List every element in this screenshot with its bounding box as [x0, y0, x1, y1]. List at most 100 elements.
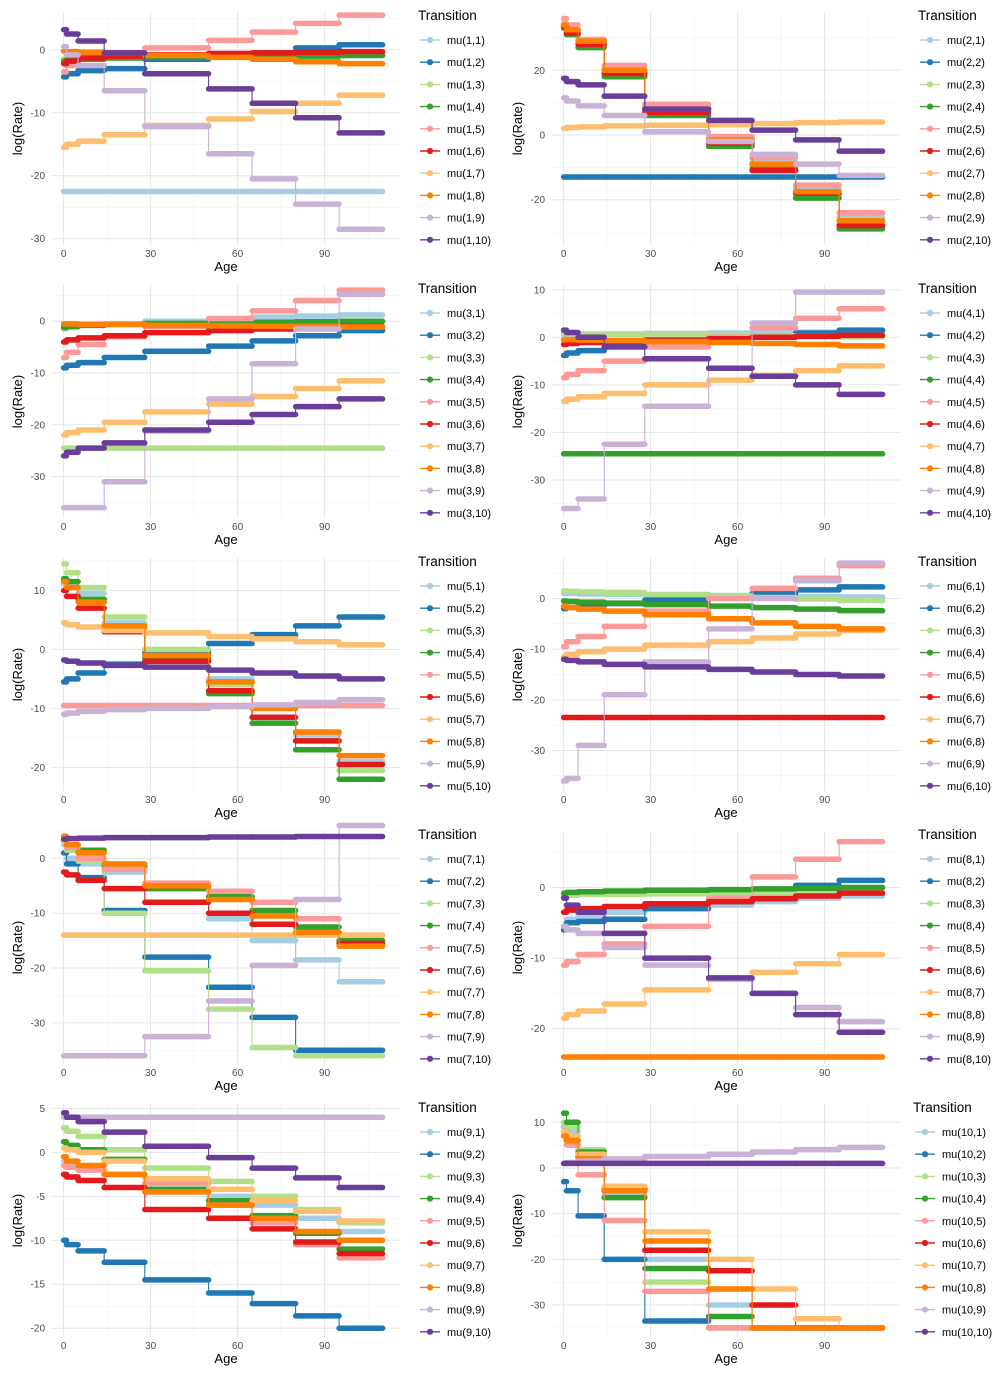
- legend-label: mu(8,3): [947, 898, 985, 910]
- legend-key-dot: [426, 147, 434, 155]
- legend-label: mu(4,2): [947, 330, 985, 342]
- major-gridlines: [552, 285, 900, 518]
- x-tick-label: 0: [61, 1341, 67, 1352]
- y-tick-label: -10: [531, 954, 546, 965]
- x-axis-title: Age: [714, 259, 737, 274]
- legend-label: mu(5,3): [447, 625, 485, 637]
- x-tick-label: 30: [145, 1341, 157, 1352]
- series-mu(7,10): [60, 833, 386, 842]
- legend-label: mu(2,6): [947, 146, 985, 158]
- minor-gridlines: [552, 831, 900, 1065]
- legend-key-dot: [926, 465, 934, 472]
- legend-key-dot: [921, 1328, 929, 1335]
- legend-label: mu(10,4): [942, 1194, 986, 1206]
- x-axis-title: Age: [214, 259, 237, 274]
- legend-key-dot: [426, 944, 434, 951]
- legend-label: mu(7,5): [447, 943, 485, 955]
- legend-label: mu(2,4): [947, 102, 985, 114]
- y-tick-label: -10: [531, 1209, 546, 1220]
- y-tick-label: -10: [31, 1236, 46, 1247]
- series-mu(3,8): [60, 321, 386, 330]
- legend-label: mu(10,9): [942, 1305, 986, 1317]
- panel-5: 0 30 60 90 -20 -10 0 10 Age log(Rate) Transition mu…: [10, 554, 491, 820]
- legend-label: mu(2,8): [947, 190, 985, 202]
- legend-key-dot: [926, 649, 934, 656]
- legend-key-dot: [426, 738, 434, 745]
- x-tick-label: 30: [145, 249, 157, 260]
- series-mu(8,5): [560, 838, 886, 968]
- x-tick-label: 30: [145, 795, 157, 806]
- legend-label: mu(3,2): [447, 330, 485, 342]
- y-tick-label: 20: [534, 66, 546, 77]
- legend-key-dot: [921, 1284, 929, 1291]
- series-mu(4,8): [560, 336, 886, 349]
- x-tick-label: 60: [732, 522, 744, 533]
- series-mu(3,7): [60, 378, 386, 438]
- legend: Transition mu(2,1) mu(2,2) mu(2,3) mu(2,4) mu…: [918, 8, 991, 247]
- legend-label: mu(5,2): [447, 603, 485, 615]
- y-tick-label: -20: [531, 695, 546, 706]
- legend-label: mu(4,8): [947, 463, 985, 475]
- legend: Transition mu(4,1) mu(4,2) mu(4,3) mu(4,4) mu…: [918, 281, 991, 520]
- series-mu(8,9): [560, 923, 886, 1025]
- legend-label: mu(6,9): [947, 759, 985, 771]
- legend-key-dot: [426, 170, 434, 177]
- legend-label: mu(10,6): [942, 1238, 986, 1250]
- legend-key-dot: [426, 103, 434, 110]
- legend-key-dot: [921, 1173, 929, 1180]
- legend-key-dot: [921, 1306, 929, 1313]
- x-tick-label: 0: [61, 249, 67, 260]
- x-tick-label: 0: [561, 1068, 567, 1079]
- legend-label: mu(4,6): [947, 419, 985, 431]
- legend-label: mu(8,4): [947, 921, 985, 933]
- y-axis-title: log(Rate): [510, 375, 525, 428]
- x-tick-label: 60: [732, 1068, 744, 1079]
- series-mu(3,10): [60, 396, 386, 459]
- legend-key-dot: [926, 738, 934, 745]
- y-tick-label: -10: [31, 108, 46, 119]
- series-mu(1,10): [60, 26, 386, 136]
- legend-key-dot: [426, 760, 434, 767]
- legend-key-dot: [426, 309, 434, 317]
- panel-8: 0 30 60 90 -20 -10 0 Age log(Rate) Transition mu(8…: [510, 827, 991, 1093]
- y-tick-label: 0: [39, 854, 45, 865]
- legend-label: mu(9,6): [447, 1238, 485, 1250]
- legend-key-dot: [926, 36, 934, 44]
- series-mu(6,7): [560, 627, 886, 660]
- legend-label: mu(8,7): [947, 987, 985, 999]
- x-axis-title: Age: [214, 532, 237, 547]
- y-tick-label: -20: [531, 428, 546, 439]
- legend-key-dot: [926, 671, 934, 678]
- y-tick-label: -10: [531, 645, 546, 656]
- legend-key-dot: [926, 420, 934, 428]
- legend-label: mu(7,7): [447, 987, 485, 999]
- legend: Transition mu(8,1) mu(8,2) mu(8,3) mu(8,4) mu…: [918, 827, 991, 1066]
- y-tick-label: 0: [39, 45, 45, 56]
- legend-key-dot: [926, 59, 934, 66]
- x-tick-label: 30: [645, 249, 657, 260]
- series-mu(10,7): [560, 1128, 886, 1331]
- legend-key-dot: [426, 332, 434, 339]
- legend-key-dot: [426, 81, 434, 88]
- legend-label: mu(6,1): [947, 581, 985, 593]
- legend-label: mu(9,4): [447, 1194, 485, 1206]
- legend-label: mu(7,8): [447, 1009, 485, 1021]
- y-tick-label: 0: [39, 1148, 45, 1159]
- x-tick-label: 30: [145, 1068, 157, 1079]
- panel-6: 0 30 60 90 -30 -20 -10 0 Age log(Rate) Transition m…: [510, 554, 991, 820]
- legend-label: mu(10,8): [942, 1282, 986, 1294]
- series-mu(7,8): [60, 833, 386, 949]
- legend-label: mu(8,6): [947, 965, 985, 977]
- y-tick-label: -20: [31, 420, 46, 431]
- legend-label: mu(3,7): [447, 441, 485, 453]
- legend-key-dot: [426, 878, 434, 885]
- legend-label: mu(1,4): [447, 102, 485, 114]
- series-mu(8,6): [560, 890, 886, 915]
- legend-title: Transition: [913, 1100, 972, 1115]
- legend-label: mu(2,10): [947, 235, 991, 247]
- legend-label: mu(6,3): [947, 625, 985, 637]
- y-tick-label: 0: [39, 317, 45, 328]
- legend-label: mu(1,6): [447, 146, 485, 158]
- y-tick-label: -5: [36, 1192, 45, 1203]
- x-tick-label: 0: [561, 1341, 567, 1352]
